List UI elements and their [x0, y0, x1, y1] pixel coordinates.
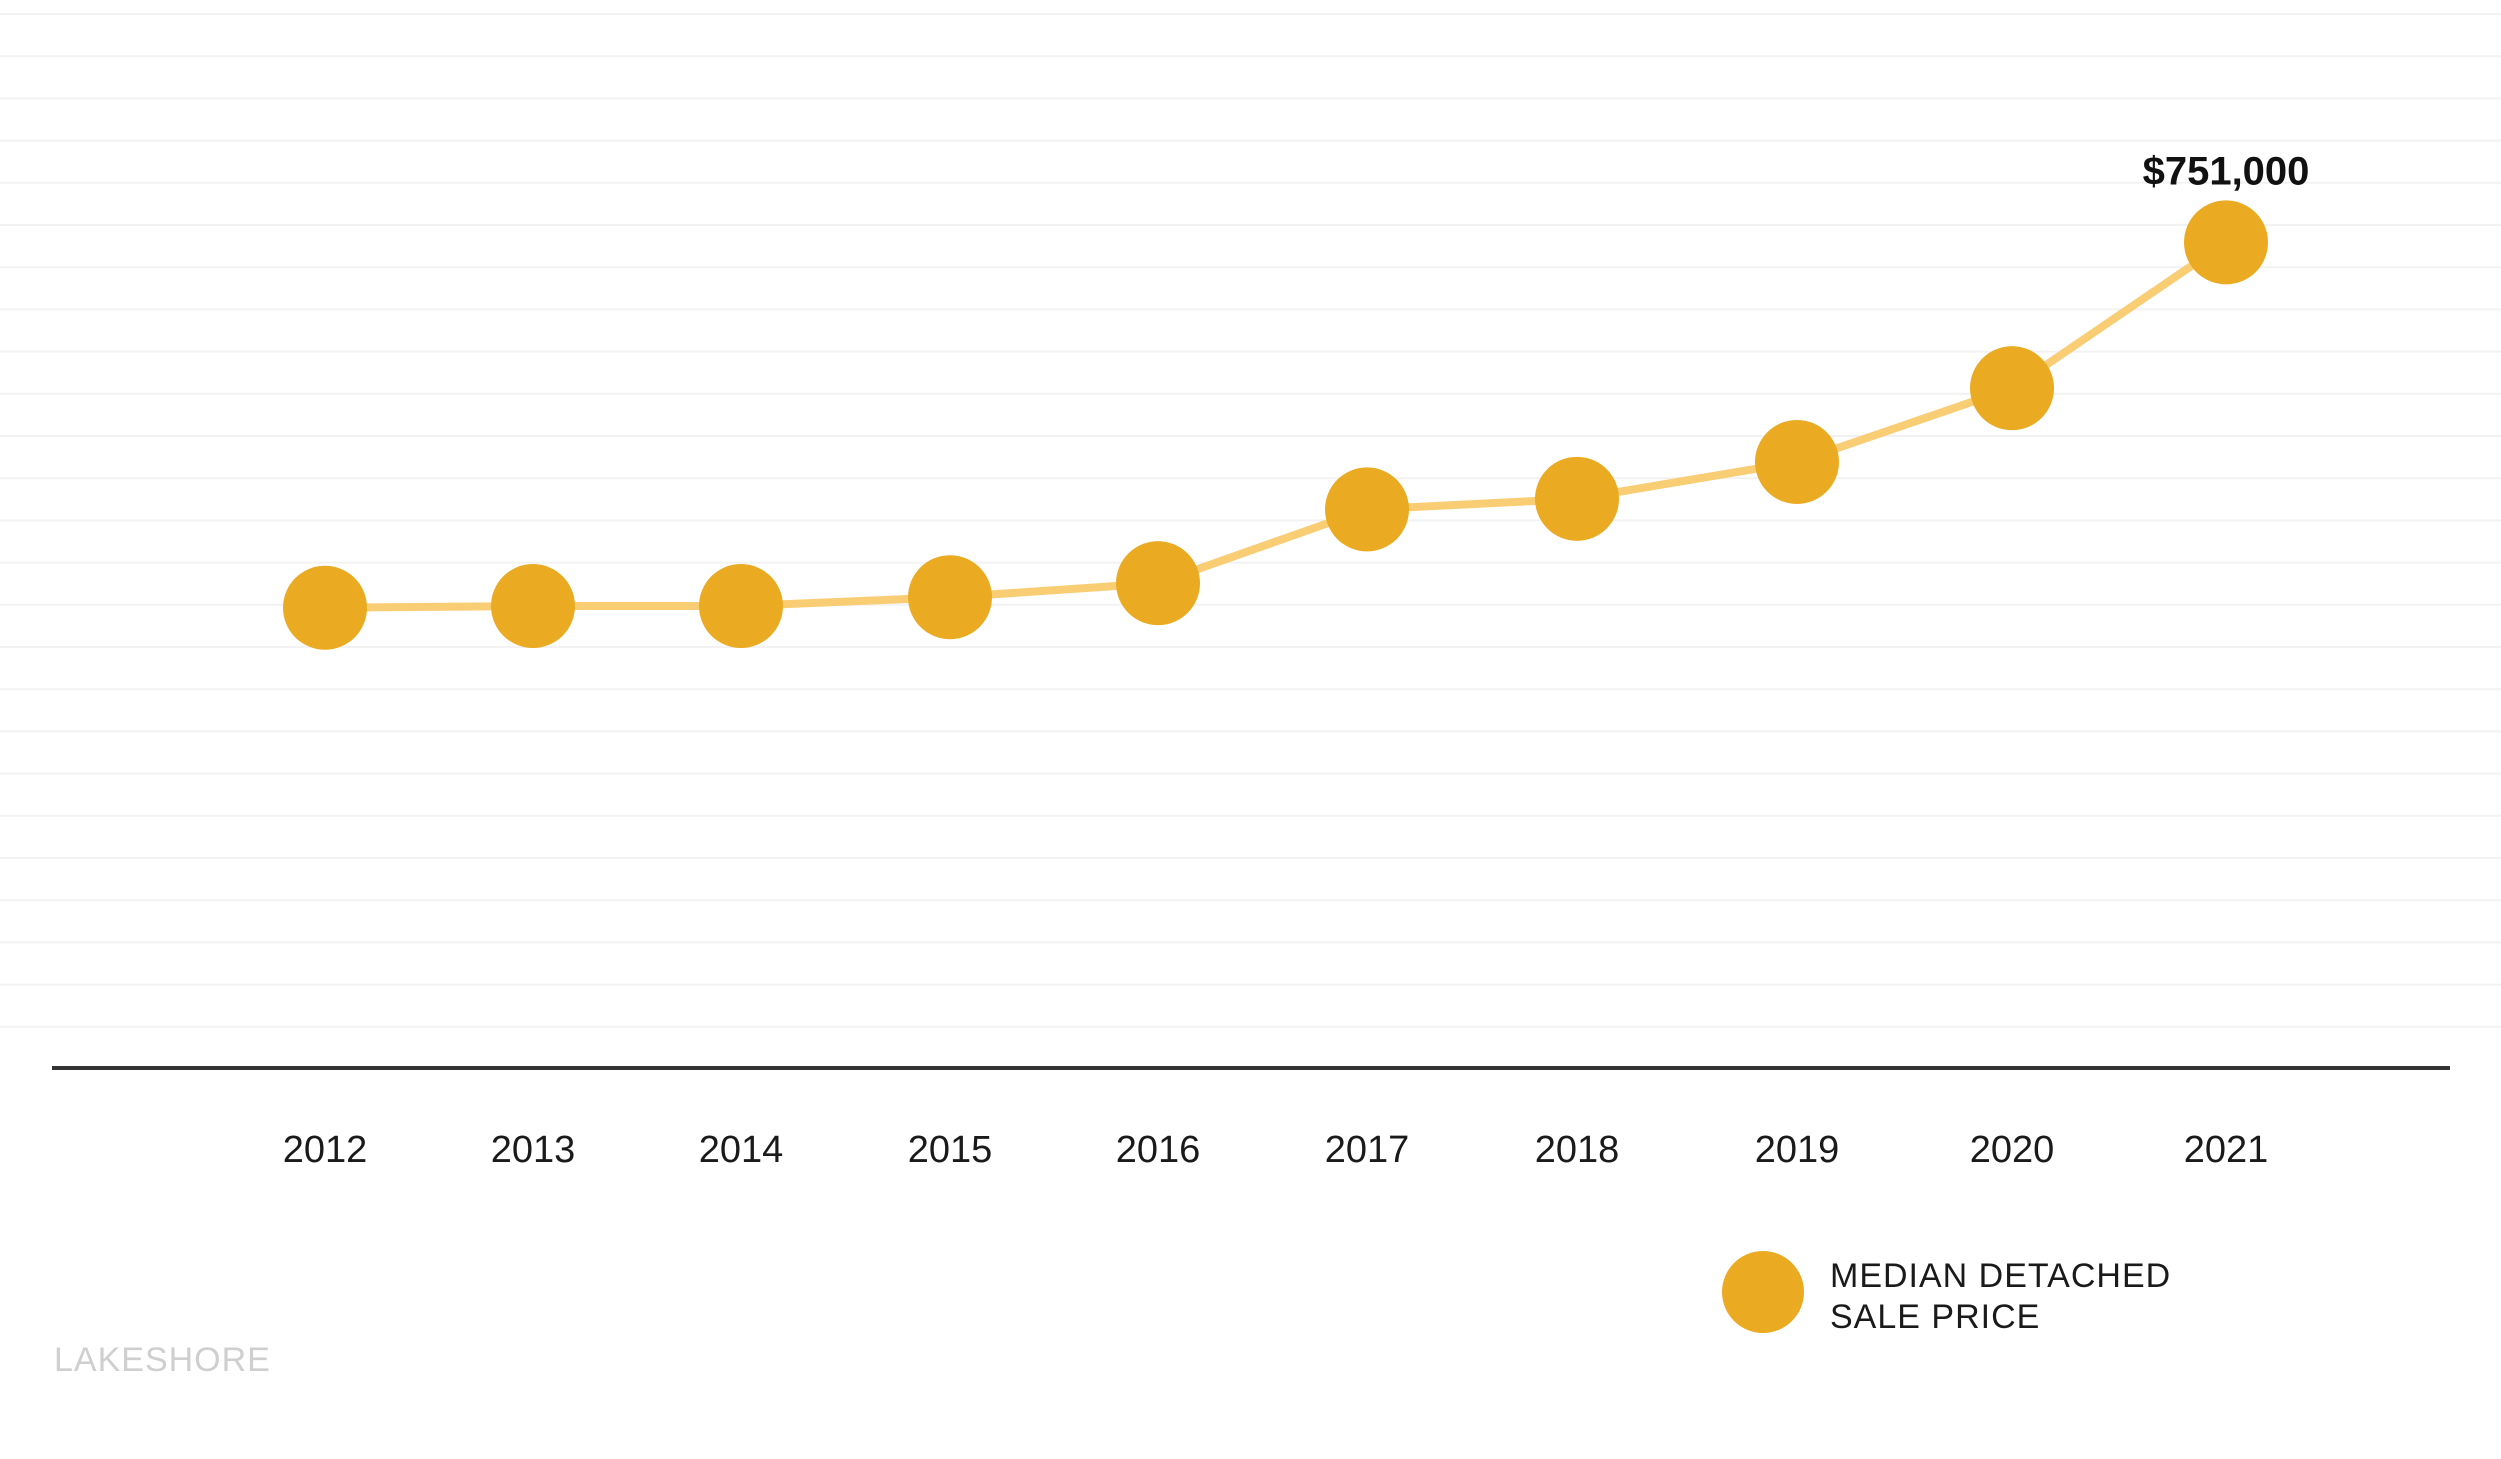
data-point-2017	[1325, 467, 1409, 552]
x-tick-label-2021: 2021	[2184, 1129, 2269, 1171]
data-point-2013	[491, 563, 575, 648]
x-tick-label-2013: 2013	[491, 1129, 576, 1171]
brand-logo: LAKESHORE	[54, 1341, 271, 1379]
gridlines	[0, 13, 2501, 1028]
x-tick-label-2019: 2019	[1755, 1129, 1840, 1171]
x-tick-label-2012: 2012	[283, 1129, 368, 1171]
x-tick-label-2015: 2015	[908, 1129, 993, 1171]
data-point-2019	[1755, 419, 1839, 504]
legend-label-line-2: SALE PRICE	[1830, 1298, 2040, 1336]
legend: MEDIAN DETACHED SALE PRICE	[1722, 1251, 2171, 1336]
data-point-2020	[1970, 346, 2054, 431]
data-points	[283, 200, 2268, 650]
data-point-2021	[2184, 200, 2268, 285]
x-tick-label-2018: 2018	[1535, 1129, 1620, 1171]
series-line	[321, 238, 2230, 612]
x-tick-label-2017: 2017	[1325, 1129, 1410, 1171]
data-point-2014	[699, 563, 783, 648]
data-point-2016	[1116, 541, 1200, 626]
data-label-2021: $751,000	[2143, 149, 2310, 193]
x-tick-labels: 2012 2013 2014 2015 2016 2017 2018 2019 2020 2021	[283, 1129, 2269, 1171]
data-point-2015	[908, 555, 992, 640]
x-tick-label-2020: 2020	[1970, 1129, 2055, 1171]
data-point-2012	[283, 565, 367, 650]
legend-label-line-1: MEDIAN DETACHED	[1830, 1257, 2171, 1295]
data-point-2018	[1535, 456, 1619, 541]
x-tick-label-2016: 2016	[1116, 1129, 1201, 1171]
annotations: $751,000	[2143, 149, 2310, 193]
x-tick-label-2014: 2014	[699, 1129, 784, 1171]
legend-marker	[1722, 1251, 1804, 1333]
